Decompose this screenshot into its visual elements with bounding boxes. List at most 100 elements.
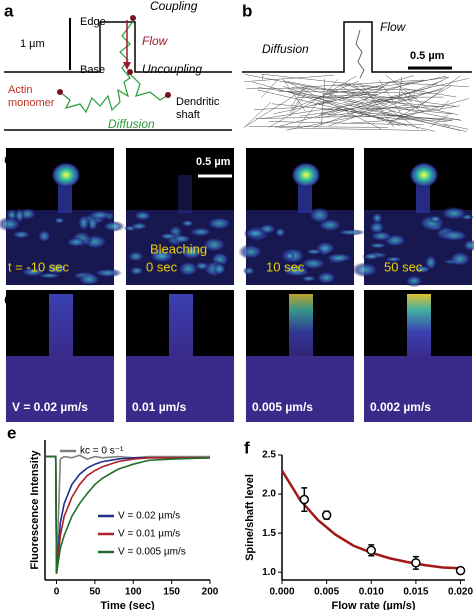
shaft-region <box>6 356 114 422</box>
x-tick-label: 0.000 <box>269 587 294 598</box>
y-tick-label: 1.0 <box>262 567 276 578</box>
monomer-dot <box>57 89 63 95</box>
fluor-blob <box>238 243 264 260</box>
diffusion-trace <box>244 74 338 93</box>
diffusion-trace <box>311 75 414 106</box>
frame-label: t = -10 sec <box>8 259 70 274</box>
fluor-blob <box>384 256 404 263</box>
fluor-blob <box>242 266 256 276</box>
diffusion-trace <box>376 105 460 120</box>
diffusion-trace <box>385 74 428 109</box>
diffusion-trace <box>273 75 446 115</box>
frame-label: 50 sec <box>384 259 423 274</box>
diffusion-label: Diffusion <box>108 117 155 131</box>
diffusion-trace <box>300 86 385 111</box>
diffusion-trace <box>283 86 401 127</box>
legend-label: V = 0.005 µm/s <box>118 547 186 558</box>
fluor-blob <box>448 250 472 267</box>
fluor-blob <box>148 249 176 264</box>
fluor-blob <box>193 261 210 271</box>
uncoupling-label: Uncoupling <box>142 62 202 76</box>
fluor-blob <box>367 242 388 249</box>
diffusion-trace <box>268 75 357 128</box>
scale-label: 1 µm <box>20 38 45 50</box>
diffusion-trace <box>275 108 348 128</box>
shaft-label: Dendritic <box>176 96 220 108</box>
data-point <box>321 510 332 520</box>
x-tick-label: 0.010 <box>359 587 384 598</box>
spine-outline <box>242 21 472 73</box>
spine-region <box>169 294 193 358</box>
fluor-blob <box>19 267 47 277</box>
diffusion-trace <box>318 81 414 116</box>
fluor-blob <box>129 265 145 276</box>
fluor-blob <box>11 230 32 239</box>
diffusion-trace <box>399 97 424 113</box>
shaft-label: shaft <box>176 109 200 121</box>
spine-region <box>289 294 313 358</box>
fluor-blob <box>93 268 123 278</box>
data-point <box>455 565 466 576</box>
actin-label: Actin <box>8 84 32 96</box>
frame-label: V = 0.02 µm/s <box>12 400 88 414</box>
fluor-blob <box>126 250 145 263</box>
fluor-blob <box>205 216 233 231</box>
fluor-blob <box>212 262 227 276</box>
diffusion-trace <box>370 94 416 104</box>
fluor-blob <box>87 216 99 232</box>
diffusion-trace <box>289 100 300 114</box>
diffusion-trace <box>248 125 388 128</box>
fluor-blob <box>129 222 149 231</box>
fluor-blob <box>304 248 324 255</box>
coupling-label: Coupling <box>150 0 198 13</box>
diffusion-trace <box>246 88 417 91</box>
fluor-blob <box>284 251 296 261</box>
fluor-blob <box>201 236 228 253</box>
fluor-blob <box>177 260 200 277</box>
panel-label: a <box>4 1 14 20</box>
fluor-blob <box>44 262 69 275</box>
spine-head <box>409 162 439 188</box>
fluor-blob <box>77 272 102 286</box>
fluor-blob <box>307 206 332 225</box>
fluor-blob <box>87 210 113 221</box>
diffusion-trace <box>287 81 381 130</box>
diffusion-trace <box>289 87 310 117</box>
shaft-region <box>364 356 472 422</box>
diffusion-trace <box>255 115 403 119</box>
data-point <box>299 494 310 505</box>
x-tick-label: 0.015 <box>403 587 428 598</box>
diffusion-trace <box>296 79 338 128</box>
frame-label: 0.01 µm/s <box>132 400 187 414</box>
diffusion-trace <box>399 89 442 100</box>
diffusion-trace <box>416 75 461 110</box>
diffusion-trace <box>398 105 415 112</box>
fluor-blob <box>101 220 125 232</box>
x-tick-label: 0 <box>54 587 60 598</box>
diffusion-trace <box>339 84 371 104</box>
monomer-dot <box>127 69 133 75</box>
panel-label: e <box>7 423 16 442</box>
diffusion-trace <box>408 125 436 132</box>
panel-d: d V = 0.02 µm/s0.01 µm/s0.005 µm/s0.002 … <box>4 289 472 422</box>
spine-head <box>51 162 81 188</box>
fluor-blob <box>244 227 267 239</box>
fluor-blob <box>65 236 87 248</box>
diffusion-trace <box>386 85 452 125</box>
diffusion-trace <box>369 78 469 103</box>
diffusion-trace <box>365 99 442 107</box>
fluor-blob <box>428 215 443 224</box>
diffusion-trace <box>358 103 388 115</box>
diffusion-trace <box>257 87 334 99</box>
fluor-blob <box>0 216 23 232</box>
shaft-region <box>126 356 234 422</box>
spine-head <box>291 162 321 188</box>
x-tick-label: 200 <box>202 587 219 598</box>
fluor-blob <box>37 229 52 243</box>
diffusion-trace <box>386 82 470 88</box>
series-line <box>45 454 210 574</box>
fluor-blob <box>179 244 205 261</box>
fluor-blob <box>132 210 153 221</box>
fluor-blob <box>439 229 470 242</box>
diffusion-trace <box>443 123 469 130</box>
